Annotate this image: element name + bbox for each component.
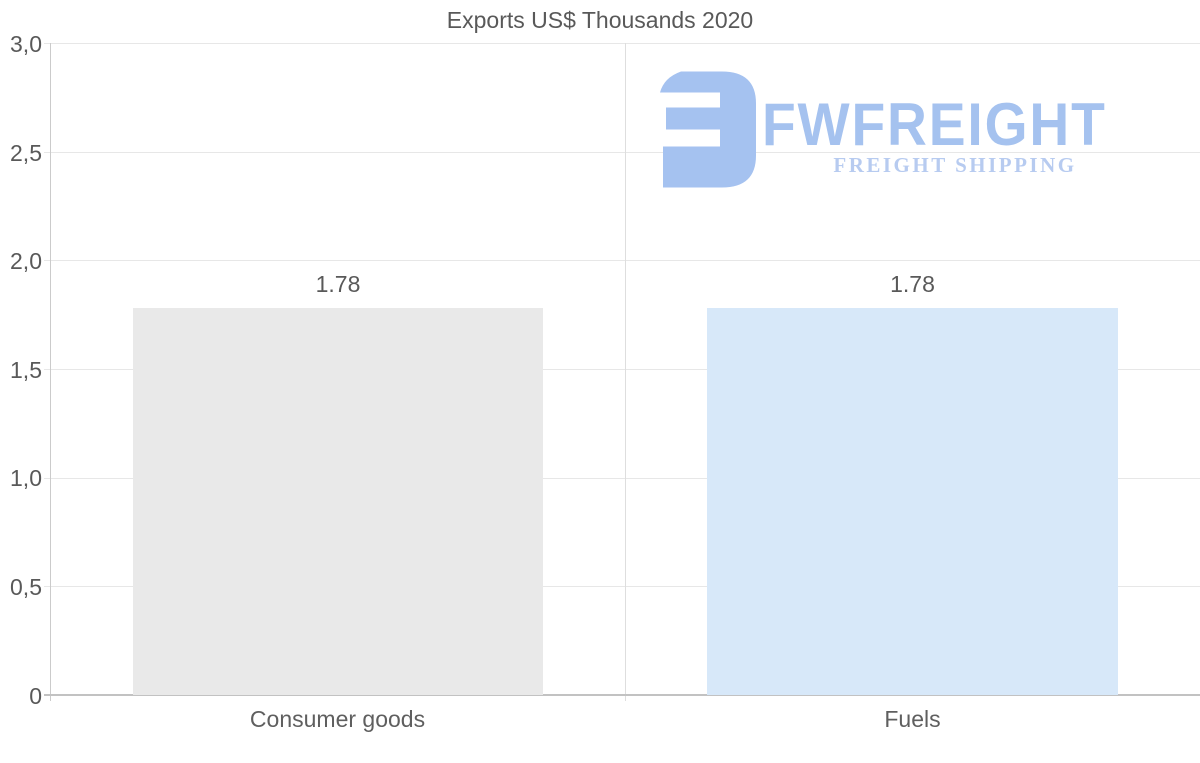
y-tick-label: 3,0 [10, 31, 42, 57]
y-tick-label: 2,0 [10, 248, 42, 274]
y-tick-label: 0 [29, 683, 42, 709]
x-category-label-fuels: Fuels [884, 706, 941, 732]
y-tick-label: 1,0 [10, 465, 42, 491]
y-tick-label: 0,5 [10, 574, 42, 600]
y-tick-label: 1,5 [10, 357, 42, 383]
chart-title: Exports US$ Thousands 2020 [446, 7, 754, 33]
fwfreight-logo: FWFREIGHT FREIGHT SHIPPING [648, 71, 1148, 191]
fwfreight-monogram-path [660, 71, 756, 188]
gridline-1.0 [44, 478, 1200, 479]
gridline-3.0 [44, 43, 1200, 44]
y-tick-label: 2,5 [10, 140, 42, 166]
bar-fuels[interactable] [707, 308, 1118, 695]
bar-value-label: 1.78 [890, 271, 935, 297]
gridline-1.5 [44, 369, 1200, 370]
fwfreight-monogram-icon [660, 71, 756, 188]
gridline-0.5 [44, 586, 1200, 587]
gridline-2.5 [44, 152, 1200, 153]
brand-name-text: FWFREIGHT [762, 91, 1107, 158]
x-axis-line [44, 694, 1200, 696]
category-separator-gridline [625, 43, 626, 701]
x-category-label-consumer-goods: Consumer goods [249, 706, 426, 732]
bar-value-label: 1.78 [315, 271, 361, 297]
bar-consumer-goods[interactable] [133, 308, 543, 695]
y-axis-line [50, 43, 51, 701]
brand-tagline-text: FREIGHT SHIPPING [833, 153, 1077, 177]
gridline-2.0 [44, 260, 1200, 261]
